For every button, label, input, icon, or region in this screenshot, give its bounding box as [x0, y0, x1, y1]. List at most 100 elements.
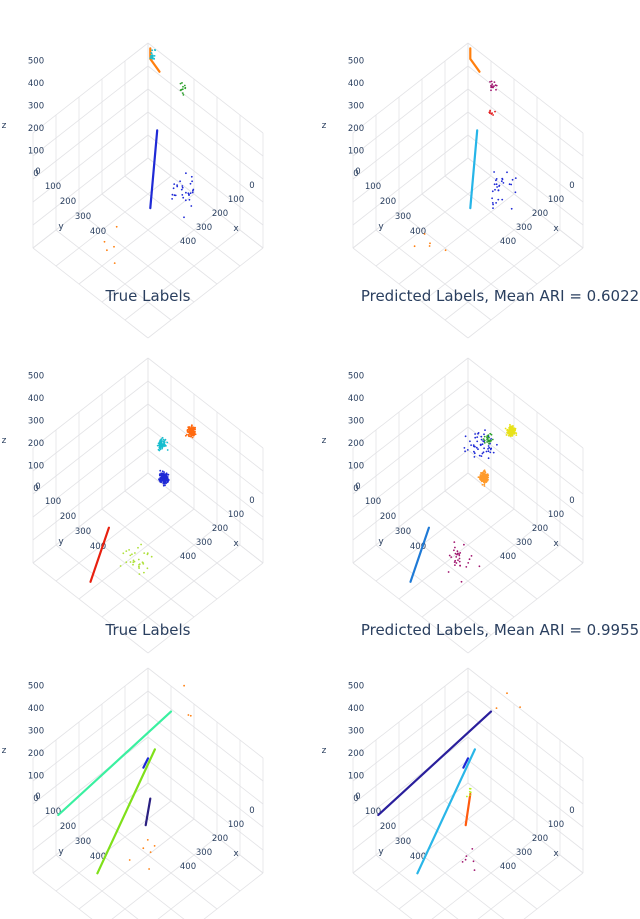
wall-grid-line: [32, 736, 149, 828]
scene-4[interactable]: 0100200300400010020030040001002003004005…: [322, 287, 640, 654]
data-point: [158, 474, 161, 477]
data-point: [189, 192, 192, 195]
z-axis-label: z: [2, 436, 7, 446]
series-6: [183, 684, 192, 717]
data-point: [131, 553, 133, 556]
z-axis-label: z: [322, 746, 327, 756]
data-point: [191, 191, 194, 194]
floor-grid-line: [444, 800, 561, 892]
data-point: [474, 445, 476, 448]
floor-grid-line: [124, 490, 241, 582]
data-point: [487, 448, 489, 450]
data-point: [174, 194, 177, 197]
data-point: [469, 787, 472, 790]
floor-grid-line: [55, 854, 139, 919]
data-point: [482, 438, 485, 440]
scene-1[interactable]: 0100200300400010020030040001002003004005…: [2, 42, 264, 339]
data-point: [153, 57, 156, 60]
series-4: [144, 797, 152, 827]
data-point: [150, 555, 153, 558]
data-point: [182, 85, 184, 88]
data-point: [183, 84, 186, 87]
data-point: [509, 432, 512, 435]
y-tick-label: 0: [35, 167, 40, 177]
data-point: [138, 564, 140, 566]
y-axis-label: y: [58, 222, 64, 232]
data-point: [167, 473, 170, 476]
series-3: [489, 80, 498, 92]
y-tick-label: 400: [90, 542, 106, 552]
data-point: [468, 790, 471, 793]
data-point: [142, 847, 145, 850]
data-point: [163, 471, 166, 473]
data-point: [153, 845, 156, 847]
wall-grid-line: [352, 690, 469, 782]
data-point: [188, 428, 191, 430]
data-point: [490, 438, 492, 440]
data-point: [191, 424, 193, 426]
data-point: [115, 225, 118, 228]
wall-grid-line: [467, 759, 584, 851]
x-axis-label: x: [233, 849, 239, 859]
data-point: [163, 441, 165, 444]
wall-grid-line: [32, 449, 149, 541]
series-2: [469, 47, 481, 73]
data-point: [163, 443, 166, 446]
x-tick-label: 200: [532, 524, 548, 534]
data-point: [464, 450, 466, 453]
data-point: [413, 245, 416, 248]
wall-grid-line: [352, 357, 469, 449]
floor-grid-line: [78, 836, 185, 919]
z-tick-label: 100: [28, 462, 44, 472]
z-tick-label: 200: [348, 124, 364, 134]
floor-grid-line: [375, 544, 492, 636]
data-point: [511, 178, 514, 181]
data-point: [474, 436, 477, 439]
floor-grid-line: [398, 211, 515, 303]
wall-grid-line: [352, 759, 469, 851]
z-tick-label: 300: [348, 727, 364, 737]
wall-grid-line: [147, 759, 264, 851]
data-point: [491, 197, 493, 200]
series-line: [89, 526, 110, 583]
wall-grid-line: [147, 357, 264, 449]
data-point: [455, 562, 458, 564]
data-point: [166, 449, 169, 451]
y-axis-label: y: [378, 222, 384, 232]
scene-5[interactable]: 0100200300400010020030040001002003004005…: [2, 621, 264, 919]
wall-grid-line: [32, 42, 149, 134]
data-point: [492, 451, 495, 454]
z-tick-label: 400: [348, 79, 364, 89]
data-point: [493, 183, 496, 186]
floor-grid-line: [101, 526, 218, 618]
series-3: [149, 49, 157, 60]
data-point: [489, 451, 492, 454]
data-point: [191, 436, 194, 439]
data-point: [106, 249, 108, 252]
data-point: [473, 869, 476, 871]
floor-grid-line: [101, 193, 218, 285]
data-point: [478, 454, 481, 457]
y-tick-label: 100: [365, 182, 381, 192]
data-point: [511, 429, 513, 432]
scene-2[interactable]: 0100200300400010020030040001002003004005…: [322, 42, 584, 339]
wall-grid-line: [32, 380, 149, 472]
data-point: [493, 81, 496, 83]
data-point: [463, 543, 465, 546]
series-line: [96, 748, 156, 875]
data-point: [181, 185, 184, 187]
wall-grid-line: [352, 736, 469, 828]
scene-3[interactable]: 0100200300400010020030040001002003004005…: [2, 287, 264, 654]
data-point: [505, 434, 508, 436]
data-point: [509, 425, 512, 428]
wall-grid-line: [147, 690, 264, 782]
data-point: [471, 848, 474, 850]
scene-6[interactable]: 0100200300400010020030040001002003004005…: [322, 621, 640, 919]
x-tick-label: 300: [516, 223, 532, 233]
data-point: [473, 450, 475, 453]
x-tick-label: 300: [196, 848, 212, 858]
data-point: [515, 434, 518, 436]
wall-grid-line: [32, 65, 149, 157]
data-point: [508, 183, 511, 186]
wall-grid-line: [352, 111, 469, 203]
